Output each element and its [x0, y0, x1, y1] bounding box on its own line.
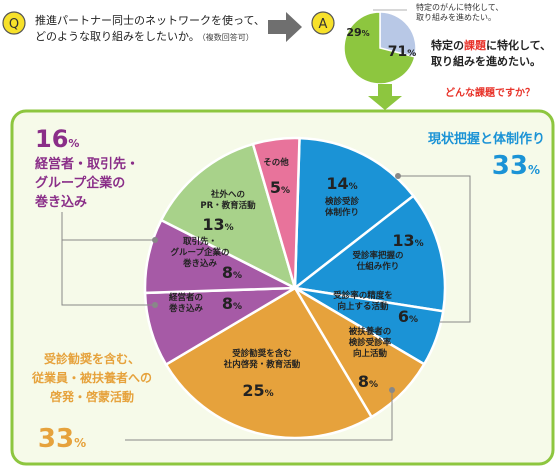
- slice-label: 検診受診率: [349, 337, 392, 348]
- group-title-line: 現状把握と体制作り: [428, 131, 545, 147]
- slice-label: 向上活動: [353, 348, 388, 359]
- connector-dot: [389, 387, 395, 393]
- group-title-line: グループ企業の: [35, 175, 125, 191]
- group-title-line: 受診勧奨を含む、: [44, 351, 140, 366]
- slice-label: グループ企業の: [171, 247, 230, 258]
- pie-slice: [164, 286, 374, 440]
- connector-dot: [152, 237, 158, 243]
- slice-label: 社内啓発・教育活動: [223, 359, 301, 370]
- connector-dot: [152, 302, 158, 308]
- connector-dot: [395, 173, 401, 179]
- callout-line-2: 取り組みを進めたい。: [416, 12, 496, 22]
- slice-label: 経営者の: [169, 292, 203, 303]
- group-title-line: 巻き込み: [34, 194, 87, 210]
- slice-value-label: 6%: [398, 307, 418, 326]
- slice-label: PR・教育活動: [200, 200, 256, 211]
- a-badge: [311, 11, 335, 35]
- pie-slice: [251, 136, 301, 289]
- q-badge: [2, 11, 26, 35]
- group-value-label: 33%: [38, 424, 86, 454]
- pie-slice: [159, 142, 298, 291]
- answer-text-line-1: 特定の課題に特化して、: [431, 38, 551, 52]
- group-connectors: [61, 175, 471, 441]
- slice-value-label: 14%: [326, 174, 357, 193]
- answer-text-line-2: 取り組みを進めたい。: [431, 54, 541, 68]
- answer-pie-value-label: 71%: [388, 44, 417, 60]
- slice-label: 受診率の精度を: [333, 290, 393, 301]
- answer-pie-slice: [343, 11, 416, 85]
- slice-label: 向上する活動: [337, 301, 389, 312]
- question-line-2: どのような取り組みをしたいか。 （複数回答可）: [35, 30, 254, 43]
- slice-label: 社外への: [210, 189, 245, 200]
- slice-value-label: 25%: [242, 381, 273, 400]
- q-badge-label: Q: [9, 17, 19, 32]
- group-value-label: 16%: [35, 125, 79, 153]
- group-title-line: 啓発・啓蒙活動: [50, 389, 134, 404]
- answer-pie-value-label: 29%: [346, 26, 369, 39]
- pie-slice: [291, 194, 447, 313]
- slice-label: 被扶養者の: [349, 326, 392, 337]
- slice-label: 検診受診: [325, 196, 360, 207]
- slice-label: 仕組み作り: [356, 261, 400, 272]
- answer-pie-slice: [379, 11, 417, 58]
- slice-label: 取引先・: [183, 236, 217, 247]
- slice-value-label: 8%: [222, 294, 242, 313]
- group-labels: 現状把握と体制作り33%16%経営者・取引先・グループ企業の巻き込み受診勧奨を含…: [31, 125, 545, 454]
- callout-line-1: 特定のがんに特化して、: [416, 2, 503, 12]
- slice-label: 受診勧奨を含む: [232, 348, 292, 359]
- followup-question: どんな課題ですか？: [445, 86, 535, 99]
- group-title-line: 従業員・被扶養者への: [31, 370, 152, 385]
- group-title-line: 経営者・取引先・: [35, 156, 139, 172]
- a-badge-label: A: [319, 17, 328, 32]
- slice-value-label: 13%: [392, 231, 423, 250]
- slice-label: 体制作り: [325, 207, 359, 218]
- slice-value-label: 5%: [270, 178, 290, 197]
- group-value-label: 33%: [492, 151, 540, 181]
- slice-label: 巻き込み: [168, 303, 204, 314]
- slice-label: 受診率把握の: [352, 250, 403, 261]
- slice-value-label: 8%: [358, 372, 378, 391]
- slice-value-label: 8%: [222, 263, 242, 282]
- arrow-right-icon: [268, 12, 302, 42]
- slice-label: 巻き込み: [182, 258, 218, 269]
- pie-slice: [293, 136, 416, 291]
- arrow-down-icon: [368, 84, 402, 110]
- answer-pie: 29% 71%: [343, 11, 417, 85]
- slice-label: その他: [263, 157, 289, 168]
- question-line-1: 推進パートナー同士のネットワークを使って、: [35, 13, 265, 27]
- slice-value-label: 13%: [202, 215, 233, 234]
